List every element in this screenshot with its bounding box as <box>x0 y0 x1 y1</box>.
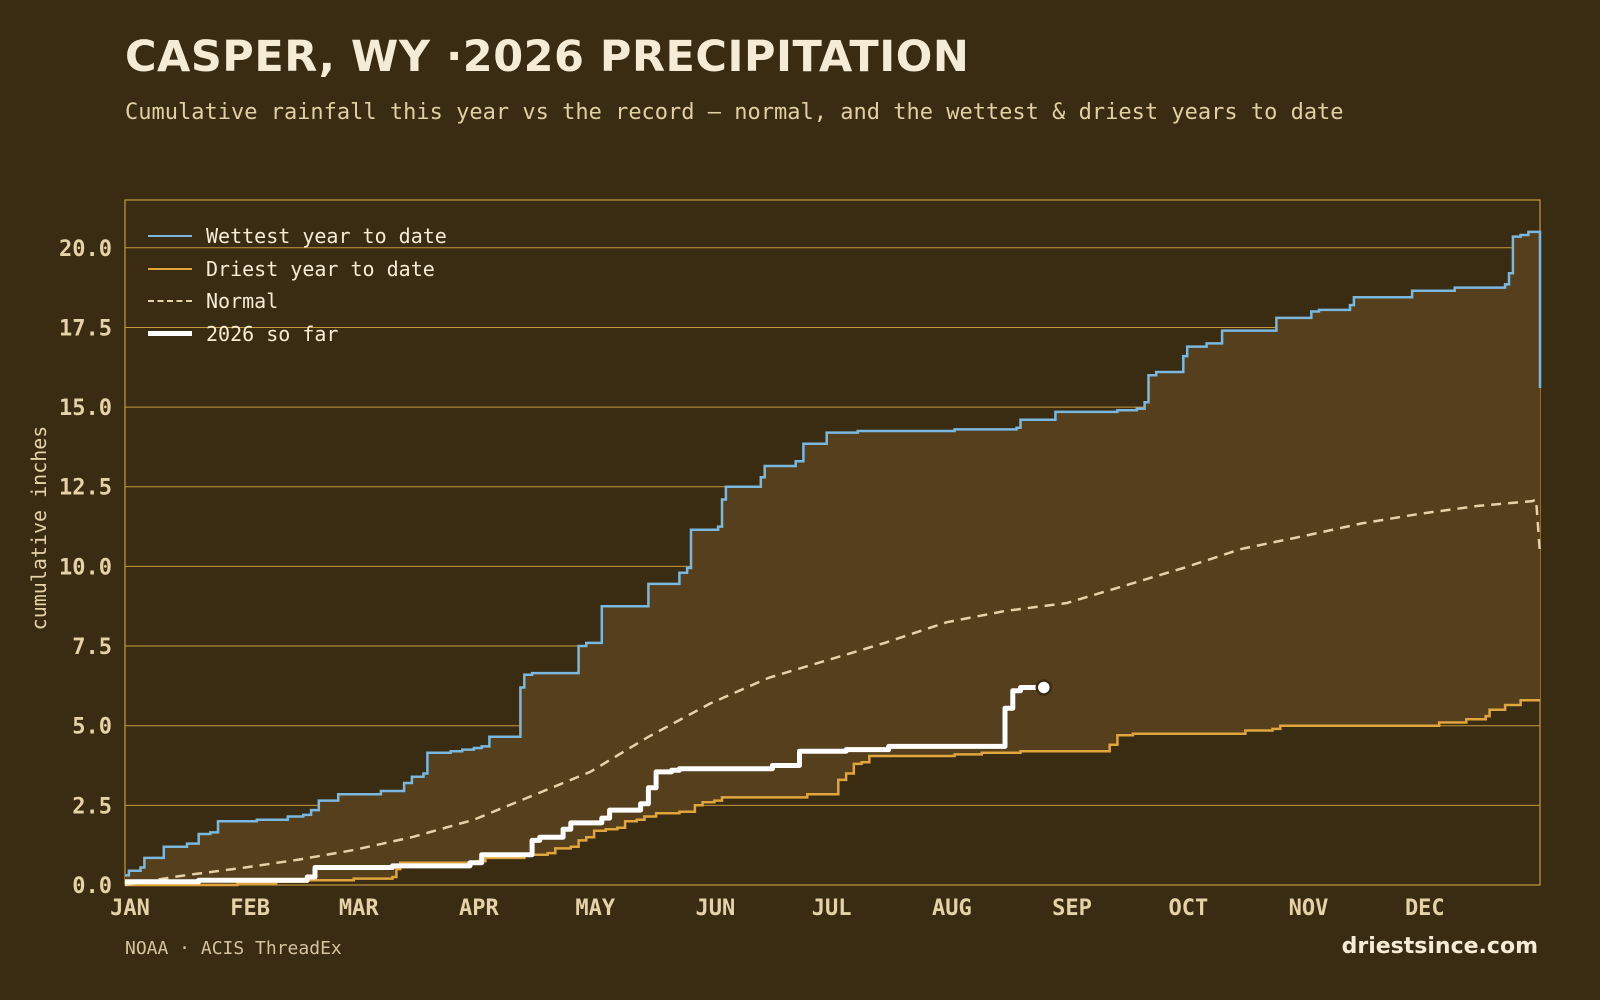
x-tick-label: JUN <box>696 896 736 921</box>
legend-item-normal: Normal <box>148 285 447 318</box>
x-tick-label: DEC <box>1405 896 1445 921</box>
x-tick-label: MAY <box>575 896 615 921</box>
x-tick-label: MAR <box>339 896 379 921</box>
y-tick-label: 20.0 <box>59 237 112 262</box>
chart-subtitle: Cumulative rainfall this year vs the rec… <box>125 100 1344 125</box>
legend-label-driest: Driest year to date <box>206 256 435 281</box>
y-tick-label: 17.5 <box>59 316 112 341</box>
series-line-current <box>125 685 1036 885</box>
legend-label-normal: Normal <box>206 289 279 314</box>
legend-label-wettest: Wettest year to date <box>206 224 447 249</box>
legend-item-driest: Driest year to date <box>148 253 447 286</box>
data-source: NOAA · ACIS ThreadEx <box>125 938 342 959</box>
legend-label-current: 2026 so far <box>206 321 339 346</box>
legend-swatch-current <box>148 331 192 337</box>
legend-swatch-wettest <box>148 235 192 238</box>
legend-swatch-driest <box>148 267 192 270</box>
x-tick-label: FEB <box>230 896 270 921</box>
x-tick-label: JAN <box>110 896 150 921</box>
legend-swatch-normal <box>148 300 192 303</box>
current-marker-layer <box>1035 679 1053 696</box>
record-range-band <box>125 231 1540 885</box>
y-tick-label: 0.0 <box>72 874 112 899</box>
y-axis-label: cumulative inches <box>27 426 51 631</box>
chart-title: CASPER, WY ·2026 PRECIPITATION <box>125 32 970 82</box>
y-tick-label: 2.5 <box>72 794 112 819</box>
x-tick-label: APR <box>459 896 499 921</box>
y-axis-ticks: 0.0 2.5 5.0 7.5 10.0 12.5 15.0 17.5 20.0 <box>59 237 112 899</box>
x-axis-ticks: JAN FEB MAR APR MAY JUN JUL AUG SEP OCT NOV DEC <box>110 896 1445 921</box>
chart-legend: Wettest year to date Driest year to date… <box>148 220 447 350</box>
y-tick-label: 12.5 <box>59 476 112 501</box>
current-position-marker <box>1035 679 1053 696</box>
series-line-wettest <box>125 230 1542 877</box>
y-tick-label: 15.0 <box>59 396 112 421</box>
x-tick-label: NOV <box>1289 896 1329 921</box>
x-tick-label: AUG <box>932 896 972 921</box>
legend-item-current: 2026 so far <box>148 318 447 351</box>
brand-link[interactable]: driestsince.com <box>1341 934 1538 959</box>
series-lines <box>124 230 1542 887</box>
x-tick-label: JUL <box>812 896 852 921</box>
y-tick-label: 5.0 <box>72 715 112 740</box>
x-tick-label: OCT <box>1168 896 1208 921</box>
y-tick-label: 7.5 <box>72 635 112 660</box>
legend-item-wettest: Wettest year to date <box>148 220 447 253</box>
x-tick-label: SEP <box>1052 896 1092 921</box>
y-tick-label: 10.0 <box>59 555 112 580</box>
series-line-normal <box>124 497 1542 887</box>
